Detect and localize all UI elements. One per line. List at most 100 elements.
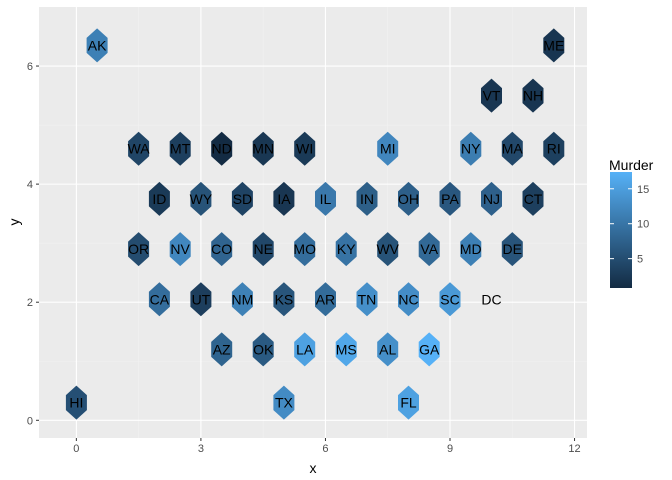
state-label-ca: CA <box>150 291 170 307</box>
hex-mo <box>294 232 316 267</box>
hex-la <box>294 332 316 367</box>
y-tick-label: 0 <box>27 415 33 427</box>
hex-vt <box>481 78 502 113</box>
y-axis: 0 2 4 6 <box>27 61 39 427</box>
hex-il <box>315 181 336 216</box>
state-label-co: CO <box>211 241 232 257</box>
state-label-nc: NC <box>398 291 418 307</box>
y-tick-label: 2 <box>27 297 33 309</box>
legend-tick-label: 15 <box>637 184 649 196</box>
y-tick-label: 4 <box>27 179 33 191</box>
state-label-mn: MN <box>252 141 274 157</box>
hex-co <box>211 232 233 267</box>
state-label-layer: AK ME VT NH WA MT ND MN WI MI NY MA RI ID WY SD IA IL IN OH… <box>69 37 564 410</box>
hex-ut <box>190 282 212 317</box>
state-label-de: DE <box>503 241 522 257</box>
hex-mi <box>377 131 399 166</box>
hex-mt <box>169 131 191 166</box>
hex-wi <box>294 131 316 166</box>
state-label-md: MD <box>460 241 482 257</box>
state-label-wy: WY <box>190 191 213 207</box>
hex-ok <box>252 332 274 367</box>
x-tick-label: 12 <box>568 443 580 455</box>
hex-ak <box>86 28 108 63</box>
hex-va <box>418 232 440 267</box>
hex-pa <box>439 181 461 216</box>
hex-ne <box>252 232 274 267</box>
hex-sc <box>439 282 461 317</box>
state-label-ia: IA <box>277 191 291 207</box>
hex-nc <box>398 282 419 317</box>
hex-az <box>211 332 233 367</box>
state-label-mo: MO <box>293 241 316 257</box>
state-label-dc: DC <box>481 291 501 307</box>
hex-ga <box>418 332 440 367</box>
hex-id <box>148 181 170 216</box>
x-tick-label: 0 <box>73 443 79 455</box>
state-label-tn: TN <box>358 291 377 307</box>
state-label-wi: WI <box>296 141 313 157</box>
state-label-ny: NY <box>461 141 481 157</box>
state-label-nj: NJ <box>483 191 500 207</box>
state-label-wv: WV <box>376 241 399 257</box>
hex-ms <box>335 332 357 367</box>
hex-nm <box>231 282 253 317</box>
state-label-ak: AK <box>88 37 107 53</box>
legend-ticks: 5 10 15 <box>610 184 649 266</box>
state-label-ok: OK <box>253 341 274 357</box>
state-label-il: IL <box>320 191 332 207</box>
hex-nj <box>481 181 502 216</box>
legend-tick-label: 5 <box>637 254 643 266</box>
hex-ky <box>335 232 357 267</box>
state-label-pa: PA <box>441 191 459 207</box>
hex-tn <box>356 282 378 317</box>
state-label-sd: SD <box>233 191 252 207</box>
state-label-in: IN <box>360 191 374 207</box>
hex-oh <box>398 181 419 216</box>
hex-fl <box>398 385 419 420</box>
state-label-fl: FL <box>400 395 417 411</box>
hex-de <box>501 232 523 267</box>
hex-nh <box>522 78 544 113</box>
legend-colorbar <box>610 172 632 288</box>
state-label-id: ID <box>152 191 166 207</box>
hex-wv <box>377 232 399 267</box>
state-label-ga: GA <box>419 341 440 357</box>
state-label-ky: KY <box>337 241 356 257</box>
state-label-sc: SC <box>440 291 459 307</box>
hex-or <box>128 232 150 267</box>
legend-title: Murder <box>609 157 654 173</box>
state-label-nh: NH <box>523 88 543 104</box>
state-label-ut: UT <box>192 291 211 307</box>
hex-wy <box>190 181 212 216</box>
hex-wa <box>128 131 150 166</box>
hex-layer <box>65 28 565 420</box>
hex-me <box>543 28 565 63</box>
state-label-vt: VT <box>483 88 501 104</box>
state-label-ne: NE <box>253 241 272 257</box>
state-label-me: ME <box>543 37 564 53</box>
hex-nv <box>169 232 191 267</box>
hex-hi <box>65 385 87 420</box>
state-label-mt: MT <box>170 141 191 157</box>
x-tick-label: 9 <box>447 443 453 455</box>
state-label-va: VA <box>420 241 438 257</box>
state-label-mi: MI <box>380 141 396 157</box>
hex-in <box>356 181 378 216</box>
state-label-wa: WA <box>128 141 151 157</box>
x-tick-label: 6 <box>322 443 328 455</box>
hex-nd <box>211 131 233 166</box>
x-axis-title: x <box>310 460 317 476</box>
hex-md <box>460 232 482 267</box>
hex-ma <box>501 131 523 166</box>
state-label-ri: RI <box>547 141 561 157</box>
state-label-nd: ND <box>212 141 232 157</box>
hex-ar <box>315 282 336 317</box>
hex-sd <box>231 181 253 216</box>
hex-ny <box>460 131 482 166</box>
panel-background <box>39 7 587 438</box>
state-label-la: LA <box>296 341 314 357</box>
hex-ia <box>273 181 295 216</box>
y-tick-label: 6 <box>27 61 33 73</box>
